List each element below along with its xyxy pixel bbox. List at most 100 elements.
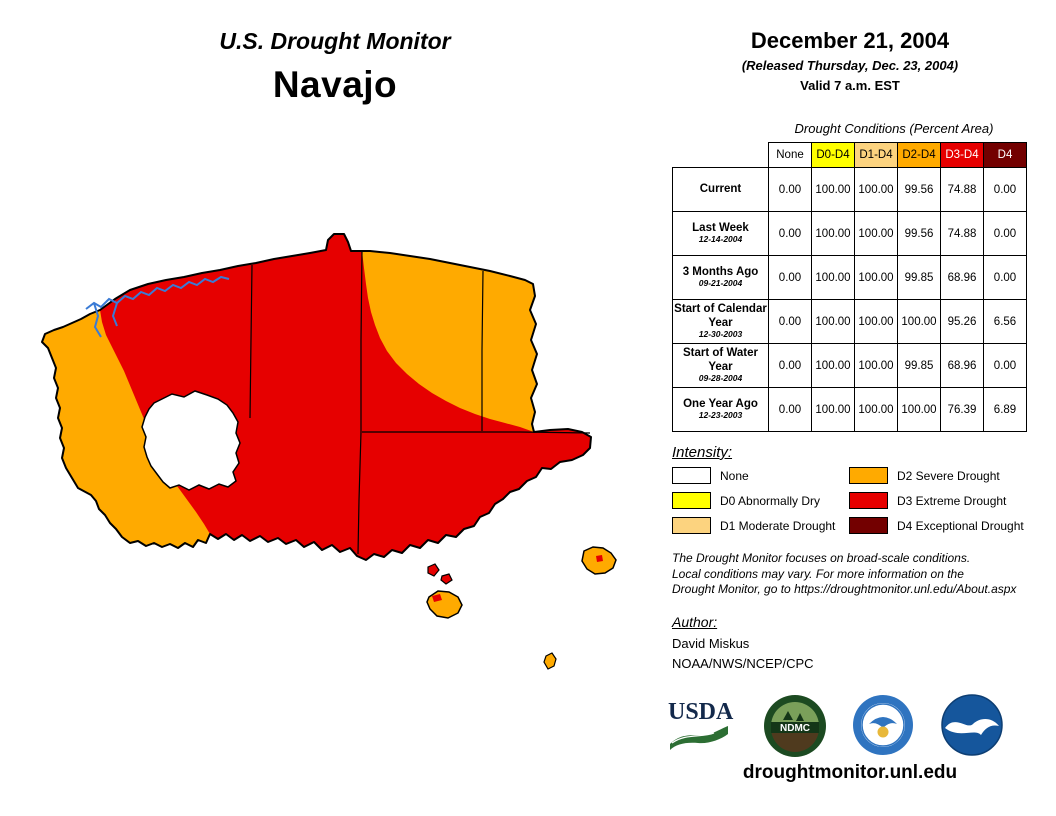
value-cell: 99.85 [897,255,941,300]
report-date: December 21, 2004 [750,28,950,53]
value-cell: 99.56 [897,167,941,212]
value-cell: 100.00 [854,343,898,388]
value-cell: 0.00 [983,255,1027,300]
row-label: 3 Months Ago 09-21-2004 [672,255,769,300]
intensity-heading: Intensity: [672,444,733,461]
value-cell: 0.00 [768,343,812,388]
value-cell: 68.96 [940,343,984,388]
row-label: Start of Water Year 09-28-2004 [672,343,769,388]
table-row: Start of Water Year 09-28-2004 0.00 100.0… [672,343,1027,388]
san-juan-river [85,275,230,310]
usda-logo: USDA [668,699,734,764]
satellite-area-d3 [596,555,603,562]
agency-boundary-line [481,270,484,431]
table-corner-cell [673,143,769,168]
column-header-d2: D2-D4 [897,142,941,168]
column-header-d0: D0-D4 [811,142,855,168]
value-cell: 0.00 [768,167,812,212]
usda-swoosh-icon [670,726,728,750]
table-row: Current 0.00 100.00 100.00 99.56 74.88 0… [672,167,1027,212]
value-cell: 100.00 [854,211,898,256]
legend-label: None [720,468,749,483]
row-label: Last Week 12-14-2004 [672,211,769,256]
reservation-boundary [41,233,592,561]
value-cell: 68.96 [940,255,984,300]
noaa-seal-icon [941,694,1003,756]
value-cell: 100.00 [811,299,855,344]
value-cell: 100.00 [811,255,855,300]
legend-item-d3: D3 Extreme Drought [849,492,1024,509]
table-row: Last Week 12-14-2004 0.00 100.00 100.00 9… [672,211,1027,256]
value-cell: 100.00 [854,255,898,300]
legend-column-right: D2 Severe Drought D3 Extreme Drought D4 … [849,467,1024,542]
row-label-date: 12-14-2004 [698,234,743,245]
legend-item-d0: D0 Abnormally Dry [672,492,835,509]
value-cell: 0.00 [983,211,1027,256]
row-label-text: One Year Ago [683,398,758,410]
valid-time: Valid 7 a.m. EST [800,78,900,93]
satellite-area-d3 [432,594,442,602]
disclaimer-line: Drought Monitor, go to https://droughtmo… [672,582,1017,596]
row-label: Start of Calendar Year 12-30-2003 [672,299,769,344]
value-cell: 100.00 [811,343,855,388]
value-cell: 100.00 [854,299,898,344]
value-cell: 100.00 [811,211,855,256]
legend-label: D4 Exceptional Drought [897,518,1024,533]
legend-item-d2: D2 Severe Drought [849,467,1024,484]
noaa-logo [941,694,1005,758]
commerce-seal-icon [853,695,913,755]
row-label-date: 12-30-2003 [698,328,743,339]
legend-swatch-d0 [672,492,711,509]
disclaimer-line: The Drought Monitor focuses on broad-sca… [672,551,971,565]
value-cell: 100.00 [854,387,898,432]
region-title: Navajo [272,64,398,105]
satellite-area-d2 [426,590,463,619]
row-label-text: Current [699,182,742,195]
column-header-none: None [768,142,812,168]
row-label-date: 09-21-2004 [698,278,743,289]
row-label-date: 09-28-2004 [698,372,743,383]
legend-swatch-d2 [849,467,888,484]
satellite-area-d3 [427,563,440,577]
row-label-text: Start of Water Year [683,347,758,373]
legend-item-d4: D4 Exceptional Drought [849,517,1024,534]
value-cell: 99.85 [897,343,941,388]
legend-label: D3 Extreme Drought [897,493,1007,508]
row-label-text: Start of Calendar Year [674,303,767,329]
value-cell: 0.00 [768,299,812,344]
row-label: Current [672,167,769,212]
column-header-d4: D4 [983,142,1027,168]
value-cell: 95.26 [940,299,984,344]
legend-column-left: None D0 Abnormally Dry D1 Moderate Droug… [672,467,835,542]
river-branch [93,302,102,338]
value-cell: 0.00 [983,167,1027,212]
value-cell: 0.00 [768,211,812,256]
value-cell: 74.88 [940,167,984,212]
value-cell: 0.00 [768,387,812,432]
commerce-seal-logo [852,694,916,758]
legend-item-d1: D1 Moderate Drought [672,517,835,534]
author-name: David Miskus [672,636,750,651]
satellite-area-d3 [440,573,453,585]
value-cell: 100.00 [897,299,941,344]
value-cell: 100.00 [811,387,855,432]
column-header-d1: D1-D4 [854,142,898,168]
table-row: Start of Calendar Year 12-30-2003 0.00 10… [672,299,1027,344]
satellite-area-d2 [543,652,557,670]
map-enclave-hole [141,390,241,491]
disclaimer-line: Local conditions may vary. For more info… [672,566,964,581]
legend-swatch-none [672,467,711,484]
value-cell: 74.88 [940,211,984,256]
usda-logo-text: USDA [668,699,734,725]
legend-swatch-d4 [849,517,888,534]
released-date: (Released Thursday, Dec. 23, 2004) [741,58,959,73]
ndmc-seal-icon: NDMC [764,695,826,757]
drought-conditions-table: None D0-D4 D1-D4 D2-D4 D3-D4 D4 Current … [672,142,1027,432]
value-cell: 99.56 [897,211,941,256]
agency-boundary-line [357,250,363,555]
author-organization: NOAA/NWS/NCEP/CPC [672,656,814,671]
value-cell: 76.39 [940,387,984,432]
row-label-text: Last Week [692,222,749,234]
legend-label: D1 Moderate Drought [720,518,836,533]
ndmc-logo-text: NDMC [780,723,810,734]
